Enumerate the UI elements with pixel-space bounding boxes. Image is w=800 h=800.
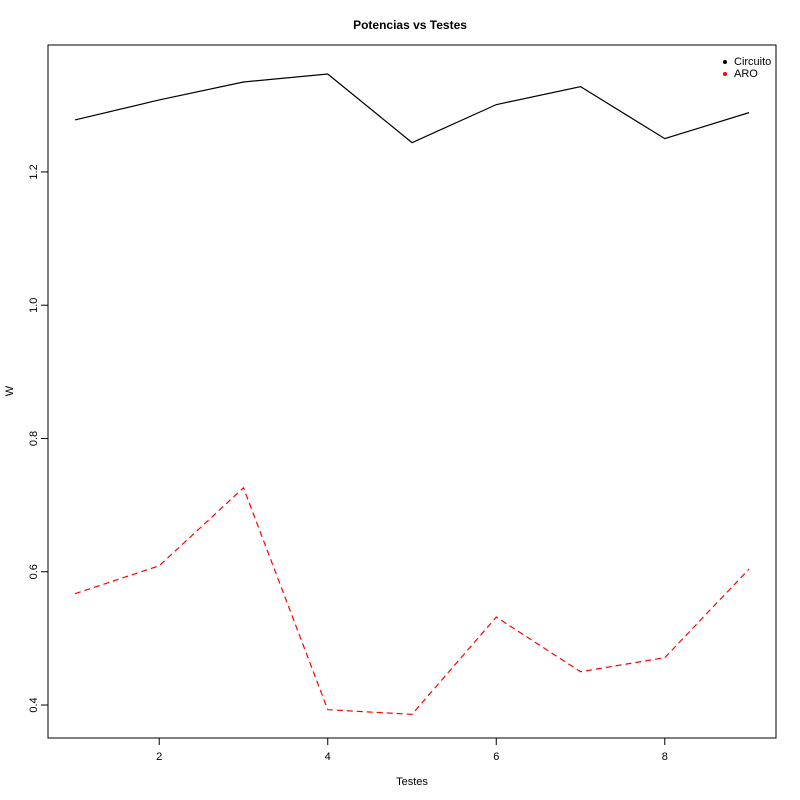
y-axis-label: W xyxy=(4,385,16,396)
plot-box xyxy=(47,44,777,739)
y-tick-label: 0.6 xyxy=(28,564,40,579)
x-tick-label: 2 xyxy=(156,751,162,763)
y-tick-label: 0.8 xyxy=(28,431,40,446)
chart-title: Potencias vs Testes xyxy=(353,18,467,32)
legend-marker xyxy=(723,72,727,76)
x-tick-label: 4 xyxy=(325,751,331,763)
x-tick-label: 6 xyxy=(493,751,499,763)
y-tick-label: 1.2 xyxy=(28,164,40,179)
x-axis-label: Testes xyxy=(396,776,428,788)
legend-label: Circuito xyxy=(734,56,771,68)
legend-marker xyxy=(723,60,727,64)
x-tick-label: 8 xyxy=(662,751,668,763)
series-line xyxy=(74,486,750,715)
y-tick-label: 1.0 xyxy=(28,298,40,313)
legend-label: ARO xyxy=(734,68,758,80)
y-tick-label: 0.4 xyxy=(28,697,40,712)
series-line xyxy=(74,73,750,144)
